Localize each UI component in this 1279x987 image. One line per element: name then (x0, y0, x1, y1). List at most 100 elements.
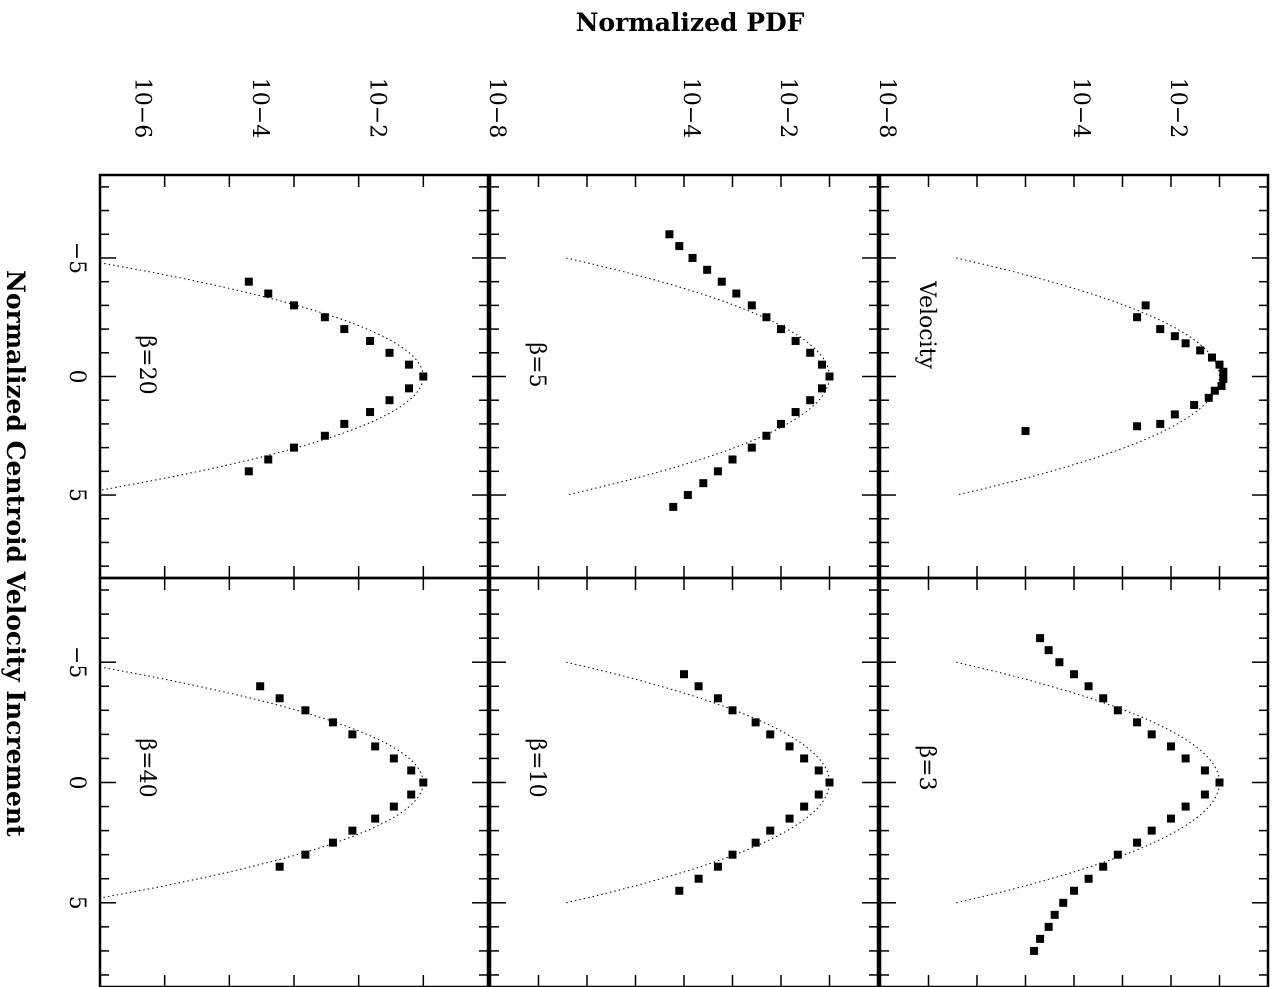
y-tick-label: 10−6 (129, 78, 154, 138)
data-point (1044, 922, 1053, 931)
data-point (680, 670, 688, 679)
data-point (791, 336, 800, 345)
data-point (275, 694, 284, 703)
data-point (1133, 718, 1142, 727)
data-point (762, 313, 771, 322)
data-point (1133, 422, 1142, 431)
data-point (688, 253, 697, 262)
data-point (340, 325, 349, 334)
panel-label: β=10 (524, 738, 549, 797)
data-point (419, 778, 428, 787)
gaussian-curve (956, 661, 1220, 904)
data-point (320, 431, 329, 440)
data-point (1021, 427, 1030, 436)
data-point (817, 384, 826, 393)
data-point (825, 778, 834, 787)
data-point (1200, 766, 1209, 775)
data-point (1215, 778, 1224, 787)
data-point (1190, 400, 1199, 409)
data-point (1147, 730, 1156, 739)
data-point (256, 682, 265, 691)
data-point (1099, 694, 1108, 703)
data-point (747, 443, 756, 452)
data-point (371, 814, 380, 823)
data-point (389, 802, 398, 811)
data-point (1070, 886, 1078, 895)
data-point (407, 766, 416, 775)
y-tick-label: 10−8 (874, 78, 899, 138)
figure-xlabel: Normalized Centroid Velocity Increment (1, 270, 30, 837)
gaussian-curve (566, 257, 830, 496)
data-point (732, 289, 741, 298)
data-point (366, 408, 375, 417)
data-point (675, 242, 684, 251)
x-tick-label: −5 (64, 242, 89, 274)
data-point (814, 766, 823, 775)
data-point (1181, 754, 1190, 763)
data-point (366, 336, 375, 345)
data-point (1099, 862, 1108, 871)
data-point (777, 419, 785, 428)
data-point (694, 874, 703, 883)
data-point (699, 479, 708, 488)
data-point (371, 742, 380, 751)
data-point (766, 730, 775, 739)
y-tick-label: 10−2 (775, 78, 800, 138)
data-point (1113, 850, 1122, 859)
data-point (1217, 381, 1226, 390)
data-point (1055, 658, 1064, 667)
y-tick-label: 10−2 (364, 78, 389, 138)
data-point (717, 277, 726, 286)
data-point (1059, 898, 1068, 907)
data-point (1133, 313, 1142, 322)
data-point (1215, 360, 1224, 369)
data-point (1084, 874, 1093, 883)
data-point (728, 706, 737, 715)
data-point (1200, 790, 1209, 799)
data-point (1141, 301, 1150, 310)
data-point (791, 408, 800, 417)
gaussian-curve (566, 661, 830, 904)
data-point (800, 802, 809, 811)
data-point (301, 850, 310, 859)
data-point (675, 886, 684, 895)
data-point (1156, 419, 1165, 428)
panel-label: β=5 (524, 342, 549, 387)
data-point (777, 325, 785, 334)
data-point (1147, 826, 1156, 835)
data-point (1207, 353, 1216, 362)
data-point (728, 850, 737, 859)
data-point (244, 277, 253, 286)
data-point (1219, 367, 1228, 376)
panel-label: β=20 (134, 335, 159, 394)
data-point (1210, 386, 1219, 395)
data-point (407, 790, 416, 799)
data-point (385, 396, 394, 405)
panel-label: Velocity (914, 280, 939, 369)
data-point (825, 372, 834, 381)
data-point (264, 289, 273, 298)
data-point (320, 313, 329, 322)
data-point (1044, 646, 1053, 655)
data-point (1219, 374, 1228, 383)
data-point (806, 396, 815, 405)
data-point (817, 360, 826, 369)
data-point (1156, 325, 1165, 334)
data-point (1084, 682, 1093, 691)
panel-label: β=3 (914, 745, 939, 790)
data-point (1050, 910, 1059, 919)
data-point (328, 718, 337, 727)
data-point (290, 301, 298, 310)
data-point (1181, 802, 1190, 811)
data-point (669, 502, 678, 511)
data-point (404, 360, 413, 369)
y-tick-label: 10−4 (1068, 78, 1093, 138)
x-tick-label: 5 (64, 488, 89, 502)
data-point (348, 826, 357, 835)
data-point (1036, 634, 1045, 643)
data-point (1181, 339, 1190, 348)
data-point (1204, 393, 1213, 402)
data-point (1170, 332, 1179, 341)
data-point (1170, 410, 1179, 419)
data-point (340, 419, 349, 428)
